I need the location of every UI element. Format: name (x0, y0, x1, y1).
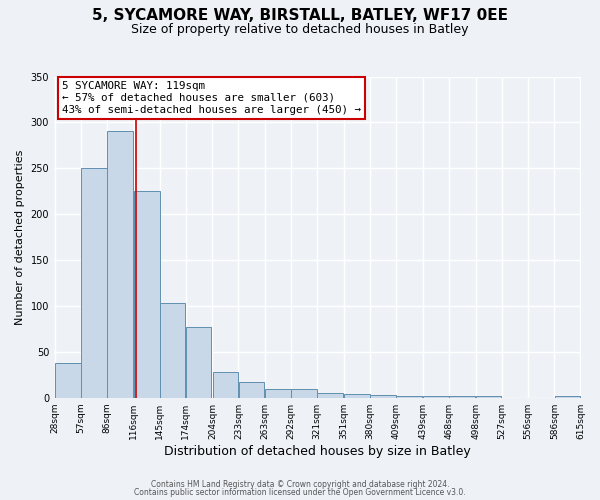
Bar (317, 393, 343, 398)
Bar (160, 303, 185, 398)
Text: 5, SYCAMORE WAY, BIRSTALL, BATLEY, WF17 0EE: 5, SYCAMORE WAY, BIRSTALL, BATLEY, WF17 … (92, 8, 508, 22)
Bar (292, 390, 317, 398)
Text: 5 SYCAMORE WAY: 119sqm
← 57% of detached houses are smaller (603)
43% of semi-de: 5 SYCAMORE WAY: 119sqm ← 57% of detached… (62, 82, 361, 114)
Bar (212, 372, 238, 398)
Bar (476, 396, 502, 398)
Bar (239, 382, 264, 398)
Text: Contains HM Land Registry data © Crown copyright and database right 2024.: Contains HM Land Registry data © Crown c… (151, 480, 449, 489)
Text: Size of property relative to detached houses in Batley: Size of property relative to detached ho… (131, 22, 469, 36)
Bar (344, 394, 370, 398)
Bar (134, 191, 160, 398)
Bar (186, 327, 211, 398)
Bar (81, 168, 107, 398)
Bar (396, 396, 422, 398)
Bar (370, 395, 396, 398)
Text: Contains public sector information licensed under the Open Government Licence v3: Contains public sector information licen… (134, 488, 466, 497)
Y-axis label: Number of detached properties: Number of detached properties (15, 150, 25, 325)
Bar (107, 130, 133, 398)
Bar (55, 363, 81, 398)
Bar (423, 396, 449, 398)
Bar (265, 388, 291, 398)
Bar (554, 396, 580, 398)
X-axis label: Distribution of detached houses by size in Batley: Distribution of detached houses by size … (164, 444, 471, 458)
Bar (449, 396, 475, 398)
